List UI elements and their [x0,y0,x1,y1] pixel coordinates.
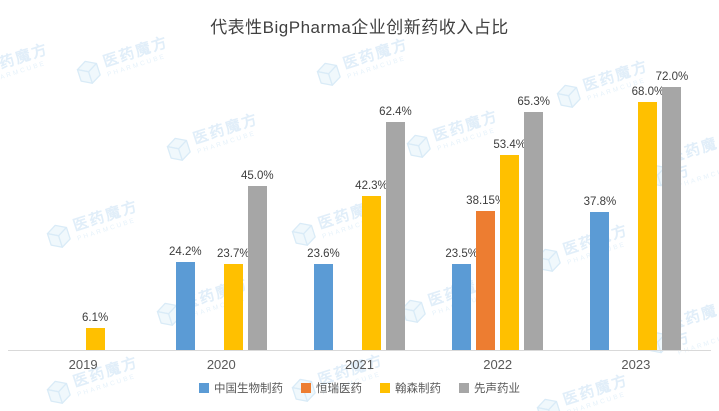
bar-group-2020: 24.2% 23.7% 45.0% [152,58,290,350]
bar-label-sino-biopharm-2023: 37.8% [583,196,617,209]
legend-swatch-icon [459,383,469,393]
bar-label-hansoh-pharma-2019: 6.1% [81,311,109,324]
bar-simcere-pharma-2021: 62.4% [379,106,412,350]
legend-swatch-icon [199,383,209,393]
x-axis-label-2023: 2023 [621,357,651,372]
legend-label: 恒瑞医药 [316,383,362,395]
legend-item-sino-biopharm: 中国生物制药 [199,380,283,396]
bar-hengrui-medicine-2022: 38.15% [466,195,505,350]
bar-label-sino-biopharm-2022: 23.5% [445,248,478,261]
x-axis-label-2022: 2022 [483,357,513,372]
legend-item-hansoh-pharma: 翰森制药 [380,380,441,396]
x-axis-label-2020: 2020 [206,357,236,372]
bar-sino-biopharm-2023: 37.8% [584,196,616,350]
chart-title: 代表性BigPharma企业创新药收入占比 [210,18,509,37]
bar-label-sino-biopharm-2021: 23.6% [307,247,340,260]
legend-label: 翰森制药 [395,383,441,395]
x-axis-label-2019: 2019 [68,357,98,372]
bar-group-2021: 23.6% 42.3% 62.4% [290,58,428,350]
bar-group-2023: 37.8% 68.0% 72.0% [567,58,705,350]
bar-label-simcere-pharma-2022: 65.3% [517,95,550,108]
bar-hansoh-pharma-2020: 23.7% [217,248,250,350]
legend: 中国生物制药 恒瑞医药 翰森制药 先声药业 [0,380,719,396]
bar-simcere-pharma-2023: 72.0% [656,71,688,350]
bar-label-simcere-pharma-2020: 45.0% [240,169,274,182]
bar-label-simcere-pharma-2021: 62.4% [379,106,412,119]
bar-label-hansoh-pharma-2023: 68.0% [631,85,665,98]
bar-hansoh-pharma-2021: 42.3% [355,180,388,350]
bar-group-2019: 6.1% [14,58,152,350]
bar-hansoh-pharma-2019: 6.1% [82,312,108,350]
legend-swatch-icon [380,383,390,393]
legend-label: 先声药业 [474,383,520,395]
plot-area: 6.1% 24.2% 23.7% 45.0% 23.6% 42.3% 62.4% 23.5% 3… [14,58,705,350]
legend-label: 中国生物制药 [214,383,283,395]
bar-label-hansoh-pharma-2021: 42.3% [355,179,388,192]
legend-item-hengrui-medicine: 恒瑞医药 [301,380,362,396]
bar-label-hengrui-medicine-2022: 38.15% [466,194,506,207]
bar-hansoh-pharma-2023: 68.0% [632,86,664,350]
x-axis-label-2021: 2021 [345,357,374,372]
bar-sino-biopharm-2020: 24.2% [169,246,202,350]
bar-group-2022: 23.5% 38.15% 53.4% 65.3% [429,58,567,350]
bar-label-hansoh-pharma-2020: 23.7% [216,247,250,260]
bar-label-hansoh-pharma-2022: 53.4% [493,139,526,152]
bar-sino-biopharm-2021: 23.6% [307,248,340,350]
bar-simcere-pharma-2020: 45.0% [241,170,274,350]
legend-swatch-icon [301,383,311,393]
cube-logo-icon [536,398,561,411]
legend-item-simcere-pharma: 先声药业 [459,380,520,396]
bar-hansoh-pharma-2022: 53.4% [493,139,526,350]
x-axis-line [8,350,711,351]
bar-sino-biopharm-2022: 23.5% [445,248,478,350]
bar-simcere-pharma-2022: 65.3% [517,96,550,350]
bar-label-simcere-pharma-2023: 72.0% [655,71,689,84]
bar-label-sino-biopharm-2020: 24.2% [168,245,202,258]
